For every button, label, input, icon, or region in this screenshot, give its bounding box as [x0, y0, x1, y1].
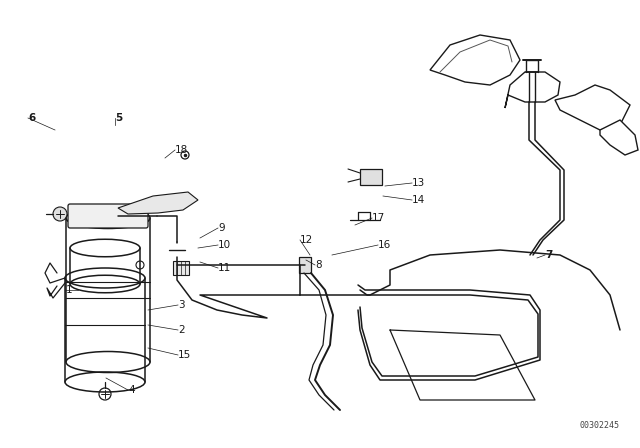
- Text: 17: 17: [372, 213, 385, 223]
- Polygon shape: [600, 120, 638, 155]
- Text: 15: 15: [178, 350, 191, 360]
- Text: 13: 13: [412, 178, 425, 188]
- Bar: [173, 261, 189, 275]
- Text: 9: 9: [218, 223, 225, 233]
- Text: 16: 16: [378, 240, 391, 250]
- Text: 18: 18: [175, 145, 188, 155]
- Polygon shape: [555, 85, 630, 130]
- Circle shape: [53, 207, 67, 221]
- Text: 14: 14: [412, 195, 425, 205]
- Text: 5: 5: [115, 113, 122, 123]
- Bar: [360, 169, 382, 185]
- Polygon shape: [430, 35, 520, 85]
- Text: 4: 4: [128, 385, 134, 395]
- Text: 11: 11: [218, 263, 231, 273]
- Text: 2: 2: [178, 325, 184, 335]
- Circle shape: [181, 151, 189, 159]
- Polygon shape: [118, 192, 198, 214]
- Bar: [299, 257, 311, 273]
- Polygon shape: [505, 72, 560, 108]
- Text: 10: 10: [218, 240, 231, 250]
- Text: 00302245: 00302245: [580, 421, 620, 430]
- Text: 8: 8: [315, 260, 322, 270]
- FancyBboxPatch shape: [68, 204, 148, 228]
- Text: 3: 3: [178, 300, 184, 310]
- Text: 12: 12: [300, 235, 313, 245]
- Text: 6: 6: [28, 113, 35, 123]
- Text: 7: 7: [545, 250, 552, 260]
- Text: 1: 1: [65, 285, 72, 295]
